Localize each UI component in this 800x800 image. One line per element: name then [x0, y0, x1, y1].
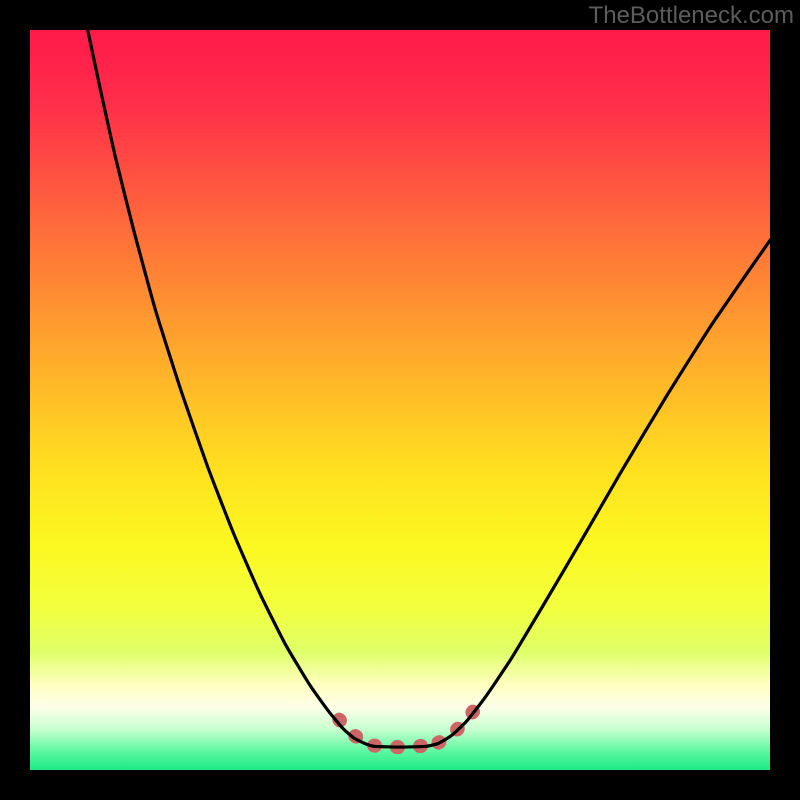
highlight-segment — [438, 699, 482, 743]
main-curve — [88, 30, 770, 747]
watermark-text: TheBottleneck.com — [589, 2, 794, 30]
chart-svg — [30, 30, 770, 770]
plot-area — [30, 30, 770, 770]
outer-frame: TheBottleneck.com — [0, 0, 800, 800]
